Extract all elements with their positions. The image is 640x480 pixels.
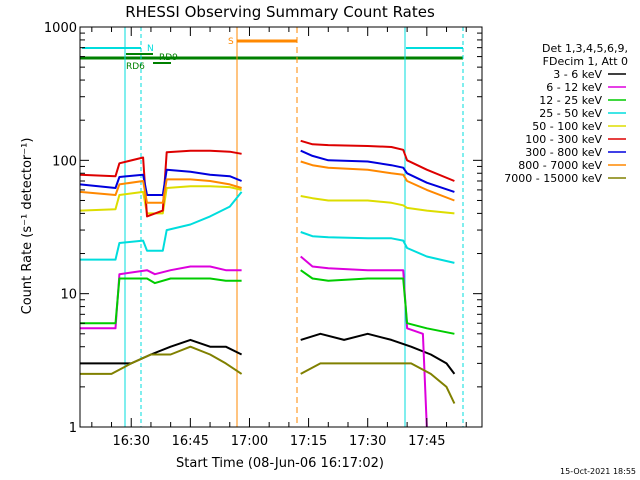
legend-label-3: 12 - 25 keV <box>539 94 602 107</box>
legend: Det 1,3,4,5,6,9,FDecim 1, Att 03 - 6 keV… <box>504 42 628 185</box>
legend-label-8: 800 - 7000 keV <box>518 159 602 172</box>
series-line-6-segment-1 <box>79 149 242 218</box>
y-tick-label: 1 <box>69 421 77 436</box>
series-line-9-segment-2 <box>300 362 456 404</box>
series-line-8-segment-2 <box>300 160 455 202</box>
series-line-4-segment-2 <box>300 231 455 264</box>
plot-area: N S RD6 RD9 <box>79 27 464 428</box>
y-axis-label: Count Rate (s⁻¹ detector⁻¹) <box>20 138 35 315</box>
legend-label-4: 25 - 50 keV <box>539 107 602 120</box>
legend-label-7: 300 - 800 keV <box>525 146 602 159</box>
series-line-2-segment-2 <box>300 255 428 428</box>
series-line-3-segment-2 <box>300 269 455 335</box>
y-tick-label: 100 <box>52 154 77 169</box>
x-axis-label: Start Time (08-Jun-06 16:17:02) <box>176 456 384 471</box>
series-line-2-segment-1 <box>80 265 242 330</box>
legend-header: FDecim 1, Att 0 <box>543 55 628 68</box>
series-line-3-segment-1 <box>80 277 242 325</box>
series-line-7-segment-2 <box>300 149 455 193</box>
x-tick-label: 17:15 <box>290 434 327 449</box>
legend-label-5: 50 - 100 keV <box>532 120 602 133</box>
x-tick-label: 17:45 <box>408 434 445 449</box>
series-line-1-segment-1 <box>80 338 243 365</box>
legend-label-1: 3 - 6 keV <box>553 68 602 81</box>
series-line-5-segment-1 <box>79 185 242 215</box>
y-tick-label: 1000 <box>44 21 77 36</box>
series-line-6-segment-2 <box>300 139 455 182</box>
x-tick-label: 16:45 <box>172 434 209 449</box>
legend-label-9: 7000 - 15000 keV <box>504 172 602 185</box>
legend-header: Det 1,3,4,5,6,9, <box>542 42 628 55</box>
legend-label-6: 100 - 300 keV <box>525 133 602 146</box>
legend-label-2: 6 - 12 keV <box>546 81 602 94</box>
x-tick-label: 16:30 <box>113 434 150 449</box>
annotation-rd9: RD9 <box>159 53 178 63</box>
axis-ticks: 1 10 100 1000 16:30 16:45 17:00 17:15 17:30 17:45 <box>44 21 482 449</box>
annotation-n: N <box>147 44 154 54</box>
series-line-8-segment-1 <box>79 178 242 204</box>
series-line-9-segment-1 <box>80 345 243 375</box>
footer-timestamp: 15-Oct-2021 18:55 <box>560 467 636 476</box>
annotation-s: S <box>228 37 234 47</box>
annotation-rd6: RD6 <box>126 62 145 72</box>
series-line-1-segment-2 <box>300 332 456 375</box>
series-line-5-segment-2 <box>300 195 455 215</box>
chart-title: RHESSI Observing Summary Count Rates <box>125 3 435 21</box>
series-line-4-segment-1 <box>80 191 243 261</box>
plot-frame <box>79 26 483 428</box>
series-line-7-segment-1 <box>79 168 242 196</box>
x-tick-label: 17:00 <box>231 434 268 449</box>
y-tick-label: 10 <box>60 288 77 303</box>
x-tick-label: 17:30 <box>349 434 386 449</box>
